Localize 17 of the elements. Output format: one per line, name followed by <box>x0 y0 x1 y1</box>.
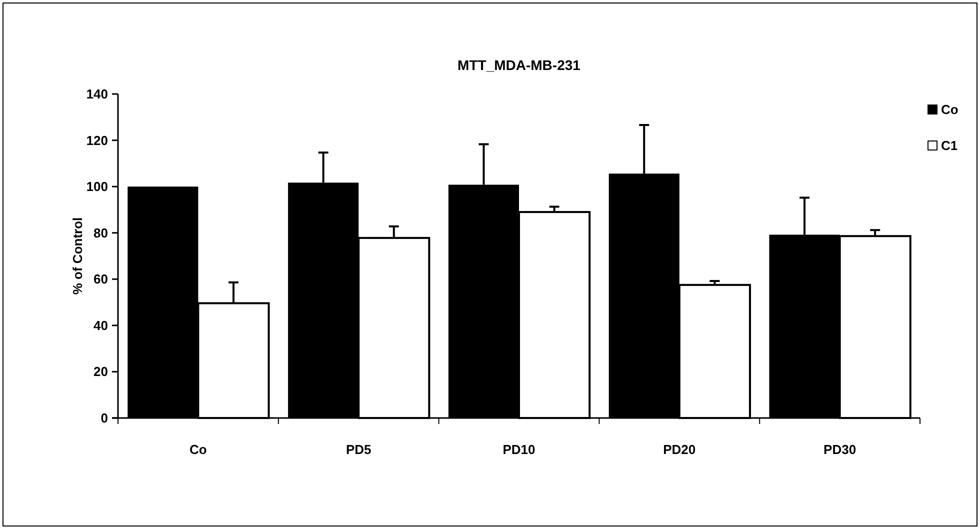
x-tick-label: PD5 <box>346 442 372 457</box>
x-tick-label: Co <box>190 442 207 457</box>
y-tick-label: 0 <box>100 410 108 426</box>
y-tick-label: 80 <box>94 225 108 240</box>
chart-title: MTT_MDA-MB-231 <box>458 57 581 73</box>
legend-label: Co <box>941 102 958 117</box>
y-tick-label: 100 <box>86 179 108 194</box>
x-tick-label: PD10 <box>502 442 536 457</box>
x-tick-label: PD30 <box>824 442 856 457</box>
y-tick-label: 120 <box>86 132 108 148</box>
y-tick-label: 140 <box>86 86 108 102</box>
y-tick-label: 40 <box>94 318 108 333</box>
y-axis-title: % of Control <box>70 217 85 295</box>
y-tick-label: 60 <box>94 272 108 287</box>
y-tick-label: 20 <box>94 364 108 380</box>
x-tick-label: PD20 <box>663 442 696 457</box>
legend-label: C1 <box>941 138 958 153</box>
